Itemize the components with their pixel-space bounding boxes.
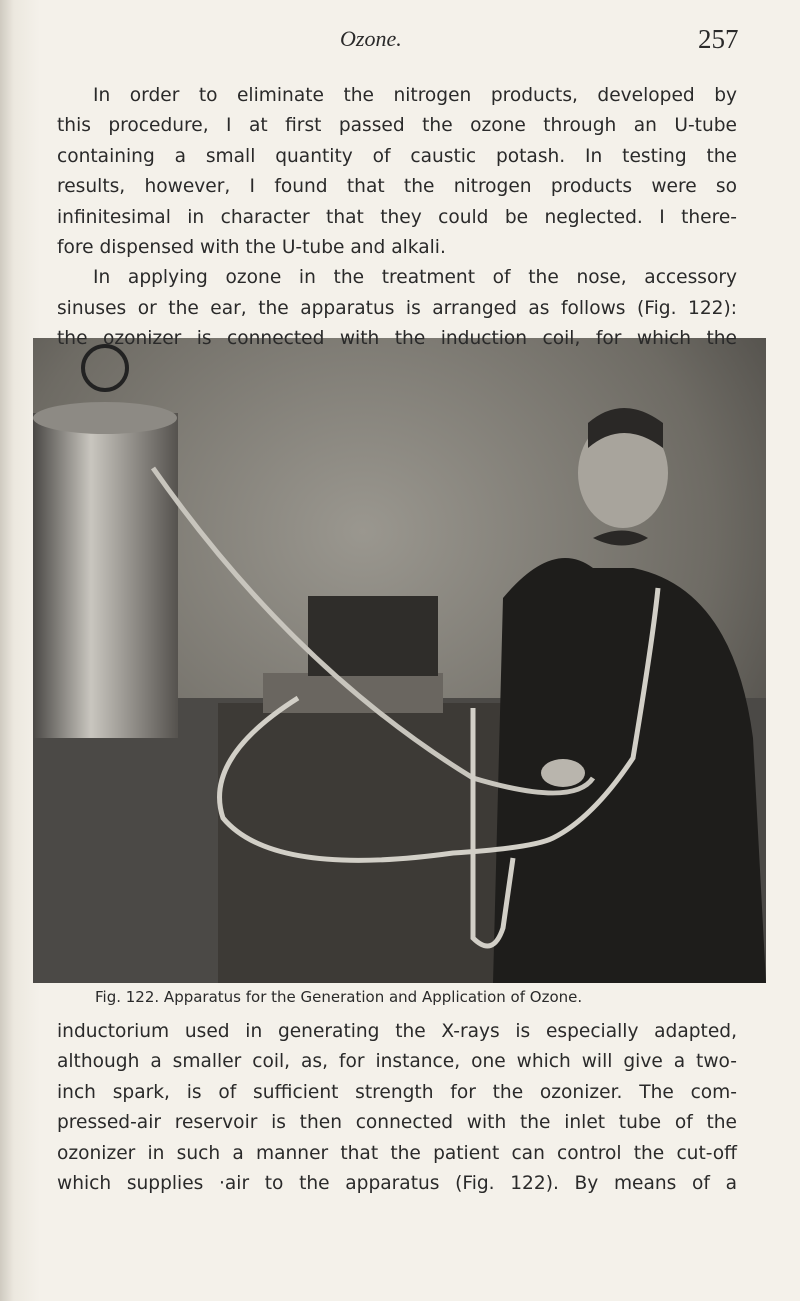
page-number: 257: [698, 24, 739, 54]
text-line: which supplies ·air to the apparatus (Fi…: [57, 1173, 737, 1194]
running-title: Ozone.: [340, 26, 402, 51]
text-line: ozonizer in such a manner that the patie…: [57, 1142, 737, 1164]
text-line: containing a small quantity of caustic p…: [57, 145, 737, 167]
text-line: sinuses or the ear, the apparatus is arr…: [57, 297, 737, 319]
text-line: fore dispensed with the U-tube and alkal…: [57, 237, 446, 258]
text-line: In order to eliminate the nitrogen produ…: [93, 85, 737, 106]
text-line: In applying ozone in the treatment of th…: [93, 267, 737, 289]
text-line: inductorium used in generating the X-ray…: [57, 1021, 737, 1042]
text-line: the ozonizer is connected with the induc…: [57, 328, 737, 350]
text-line: although a smaller coil, as, for instanc…: [57, 1051, 737, 1073]
text-line: inch spark, is of sufficient strength fo…: [57, 1081, 737, 1103]
photograph: [33, 338, 766, 983]
figure-caption: Fig. 122. Apparatus for the Generation a…: [95, 988, 583, 1006]
text-line: results, however, I found that the nitro…: [57, 176, 737, 198]
text-line: infinitesimal in character that they cou…: [57, 206, 737, 228]
text-line: this procedure, I at first passed the oz…: [57, 115, 737, 137]
text-line: pressed-air reservoir is then connected …: [57, 1112, 737, 1134]
